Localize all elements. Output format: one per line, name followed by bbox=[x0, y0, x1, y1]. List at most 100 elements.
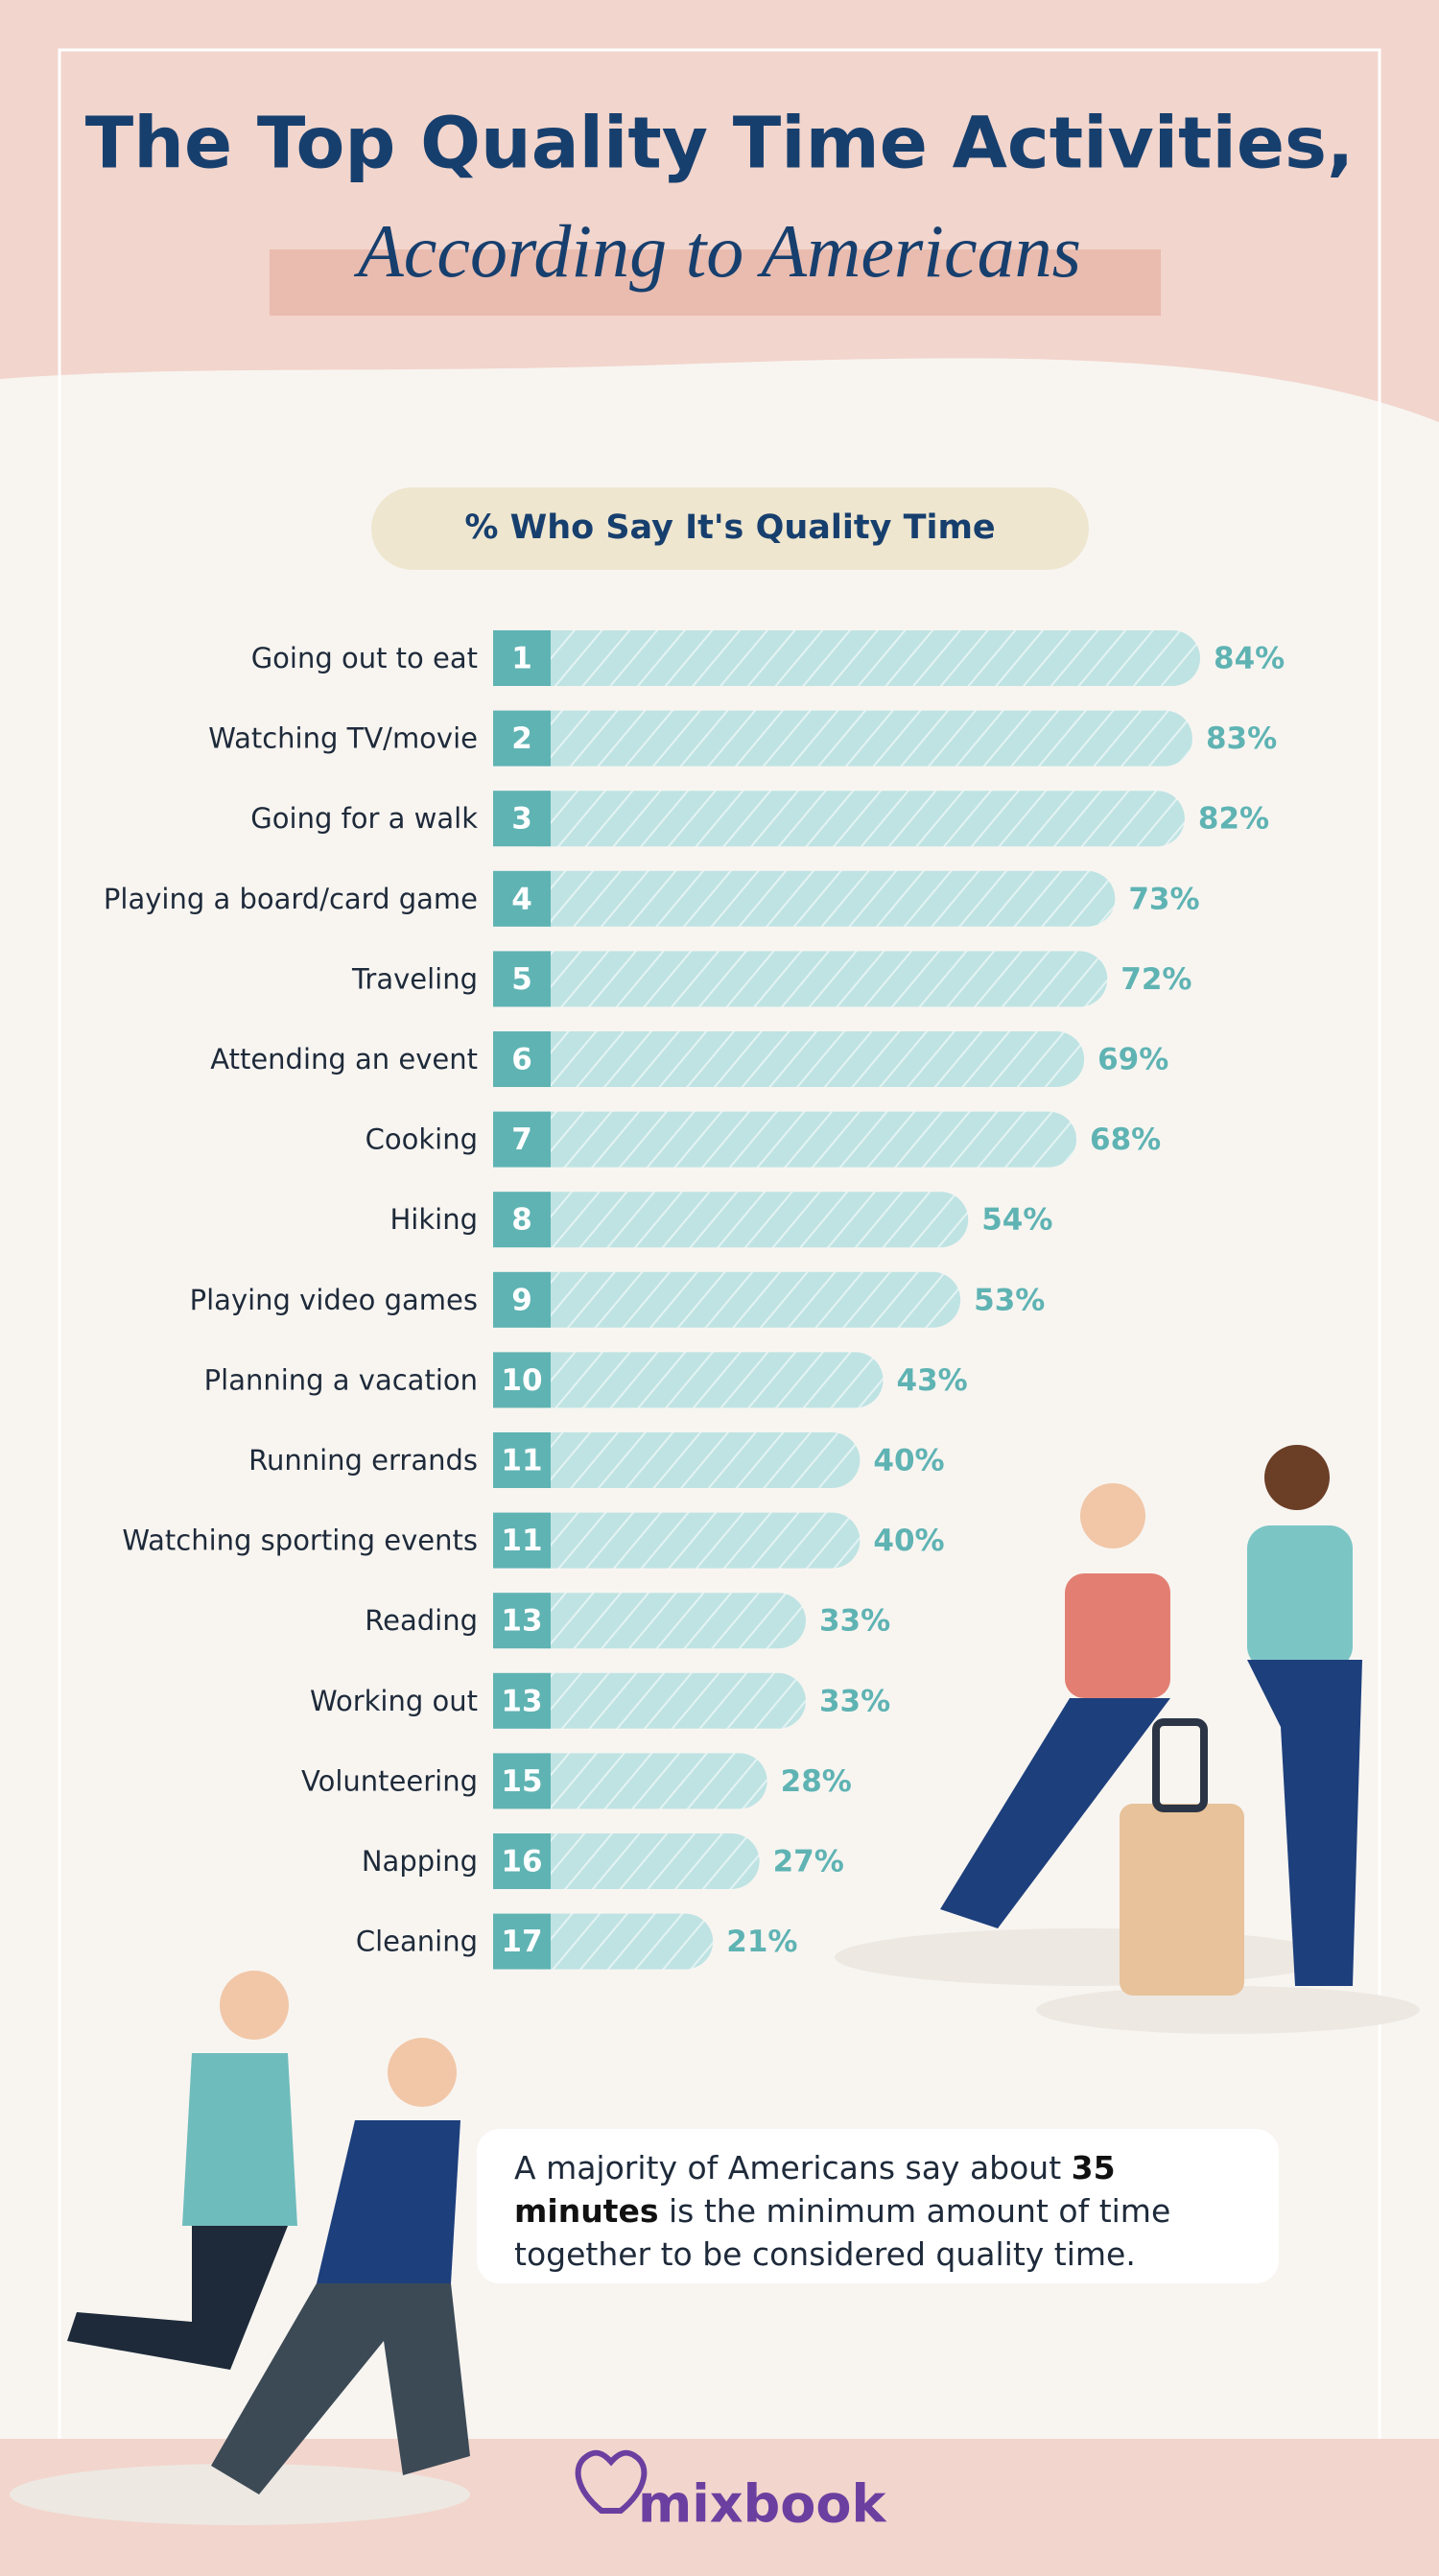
category-label: Traveling bbox=[351, 962, 478, 995]
rank-label: 11 bbox=[501, 1524, 542, 1558]
rank-label: 7 bbox=[511, 1123, 532, 1157]
value-label: 84% bbox=[1214, 642, 1285, 676]
person bbox=[1065, 1573, 1170, 1698]
bar bbox=[512, 630, 1200, 686]
category-label: Napping bbox=[362, 1845, 478, 1878]
rank-label: 11 bbox=[501, 1444, 542, 1478]
chart-title: The Top Quality Time Activities, bbox=[85, 103, 1354, 185]
value-label: 53% bbox=[974, 1283, 1045, 1317]
brand: mixbook bbox=[638, 2474, 886, 2535]
value-label: 83% bbox=[1206, 721, 1277, 756]
bar bbox=[512, 1192, 969, 1248]
value-axis-label: % Who Say It's Quality Time bbox=[464, 508, 995, 547]
subtitle-highlight bbox=[270, 249, 1161, 316]
person bbox=[1247, 1525, 1353, 1669]
runner bbox=[67, 2226, 288, 2370]
person bbox=[1080, 1483, 1145, 1548]
bar bbox=[512, 1432, 861, 1488]
annotation: A majority of Americans say about 35 min… bbox=[477, 2129, 1279, 2283]
header-bg bbox=[0, 0, 1439, 422]
rank-label: 15 bbox=[501, 1764, 542, 1799]
runner bbox=[220, 1971, 289, 2040]
bar bbox=[512, 1913, 714, 1970]
bar bbox=[512, 951, 1108, 1007]
rank-label: 3 bbox=[511, 802, 532, 837]
annotation-text: A majority of Americans say about bbox=[514, 2149, 1062, 2186]
bar bbox=[512, 1111, 1077, 1168]
rank-label: 13 bbox=[501, 1604, 542, 1639]
rank-label: 4 bbox=[511, 882, 532, 916]
rank-box bbox=[493, 1192, 551, 1248]
rank-box bbox=[493, 1512, 551, 1569]
bar bbox=[512, 1753, 767, 1809]
value-label: 69% bbox=[1097, 1043, 1168, 1077]
runner bbox=[317, 2120, 460, 2283]
bar bbox=[512, 1512, 861, 1569]
rank-box bbox=[493, 1753, 551, 1809]
rank-box bbox=[493, 1432, 551, 1488]
bar bbox=[512, 710, 1192, 767]
person bbox=[1264, 1445, 1330, 1510]
category-label: Playing video games bbox=[190, 1284, 478, 1316]
value-label: 54% bbox=[981, 1203, 1052, 1238]
shadow bbox=[835, 1928, 1333, 1986]
category-label: Hiking bbox=[389, 1203, 478, 1236]
bar bbox=[512, 1593, 806, 1649]
category-label: Watching sporting events bbox=[122, 1524, 478, 1557]
bar bbox=[512, 791, 1185, 847]
value-label: 27% bbox=[773, 1845, 844, 1879]
category-label: Running errands bbox=[248, 1444, 478, 1477]
bar bbox=[512, 1352, 884, 1408]
brand-logo bbox=[575, 2449, 648, 2514]
bar bbox=[512, 1031, 1085, 1087]
rank-box bbox=[493, 710, 551, 767]
category-label: Working out bbox=[310, 1685, 478, 1717]
runner bbox=[182, 2053, 297, 2226]
bar bbox=[512, 1672, 806, 1729]
rank-label: 5 bbox=[511, 962, 532, 997]
value-label: 68% bbox=[1090, 1123, 1161, 1157]
category-label: Reading bbox=[365, 1604, 478, 1637]
category-label: Attending an event bbox=[210, 1043, 478, 1075]
rank-box bbox=[493, 1833, 551, 1889]
shadow bbox=[10, 2464, 470, 2525]
bar bbox=[512, 1271, 961, 1328]
category-label: Going out to eat bbox=[251, 642, 478, 674]
chart-subtitle: According to Americans bbox=[353, 209, 1081, 293]
suitcase-handle bbox=[1152, 1718, 1208, 1812]
rank-box bbox=[493, 1111, 551, 1168]
category-label: Planning a vacation bbox=[204, 1363, 478, 1396]
runner bbox=[211, 2283, 470, 2494]
rank-box bbox=[493, 1271, 551, 1328]
rank-box bbox=[493, 1913, 551, 1970]
rank-label: 9 bbox=[511, 1283, 532, 1317]
rank-label: 16 bbox=[501, 1845, 542, 1879]
rank-label: 8 bbox=[511, 1203, 532, 1238]
bar bbox=[512, 870, 1116, 927]
rank-box bbox=[493, 630, 551, 686]
person bbox=[940, 1698, 1170, 1928]
rank-label: 17 bbox=[501, 1925, 542, 1959]
annotation-text: is the minimum amount of time together t… bbox=[514, 2192, 1171, 2273]
value-label: 82% bbox=[1198, 802, 1269, 837]
value-label: 40% bbox=[873, 1444, 944, 1478]
category-label: Playing a board/card game bbox=[104, 883, 478, 915]
rank-label: 10 bbox=[501, 1363, 542, 1398]
rank-box bbox=[493, 1672, 551, 1729]
category-label: Watching TV/movie bbox=[208, 722, 478, 755]
value-label: 33% bbox=[819, 1684, 890, 1718]
category-label: Volunteering bbox=[301, 1764, 478, 1797]
value-label: 43% bbox=[897, 1363, 968, 1398]
rank-label: 6 bbox=[511, 1043, 532, 1077]
value-label: 73% bbox=[1128, 882, 1199, 916]
value-label: 72% bbox=[1121, 962, 1191, 997]
rank-box bbox=[493, 1352, 551, 1408]
value-label: 40% bbox=[873, 1524, 944, 1558]
value-label: 33% bbox=[819, 1604, 890, 1639]
rank-label: 2 bbox=[511, 721, 532, 756]
axis-label-pill bbox=[371, 487, 1089, 570]
rank-box bbox=[493, 1031, 551, 1087]
rank-box bbox=[493, 791, 551, 847]
annotation-highlight: 35 minutes bbox=[514, 2149, 1116, 2230]
